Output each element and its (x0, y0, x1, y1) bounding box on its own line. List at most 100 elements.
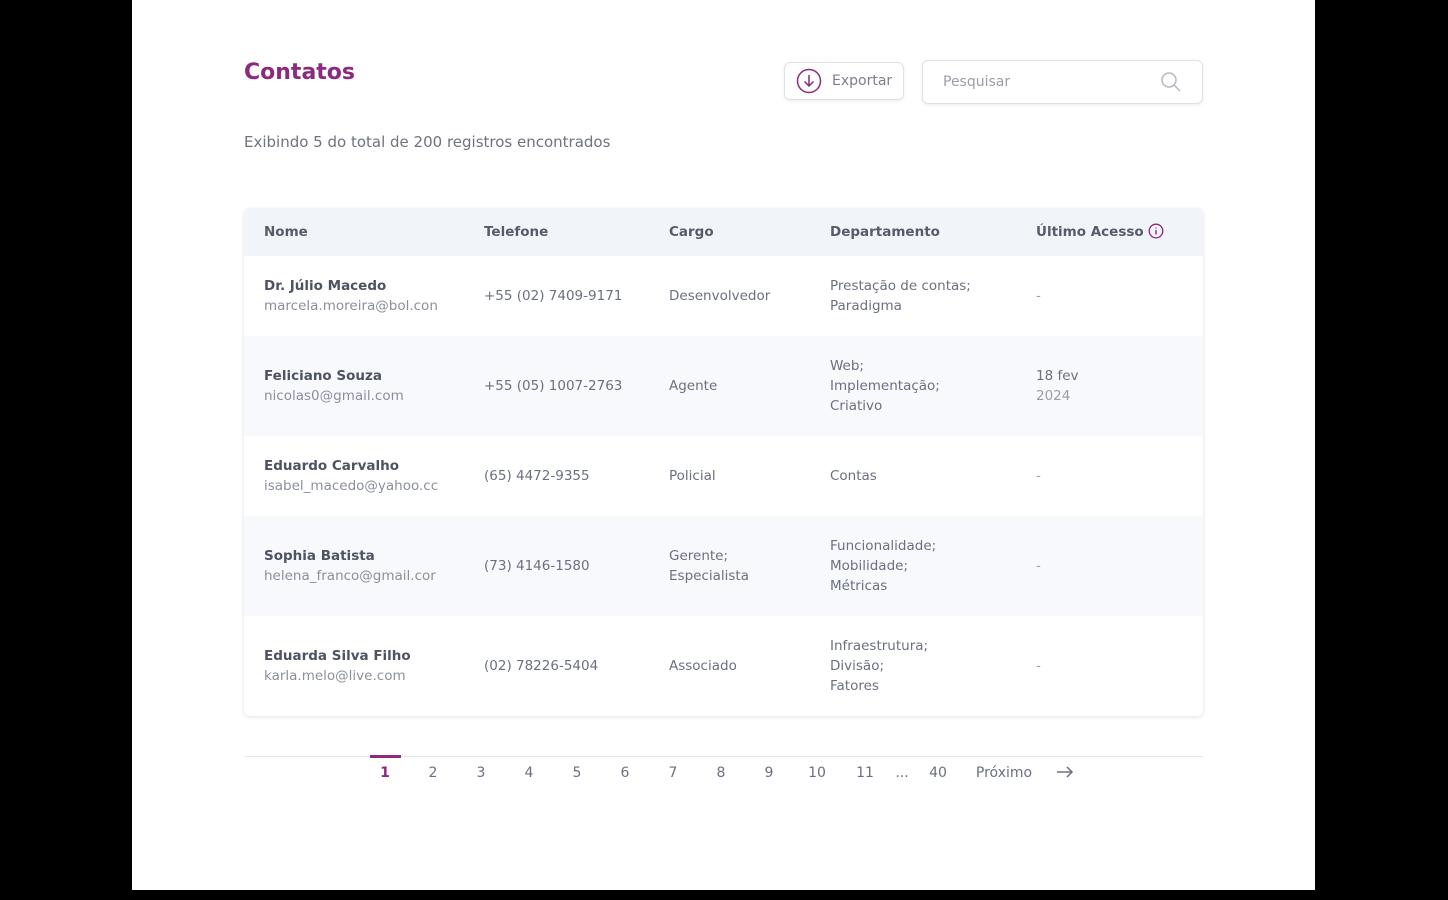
contact-name: Eduardo Carvalho (264, 458, 399, 474)
column-header: Departamento (830, 222, 940, 242)
last-access: - (1036, 558, 1041, 574)
department: Implementação; (830, 378, 940, 394)
active-page-indicator (370, 755, 401, 758)
contact-name: Eduarda Silva Filho (264, 648, 411, 664)
column-label: Cargo (669, 224, 714, 240)
department: Mobilidade; (830, 558, 908, 574)
last-access-cell: - (1036, 556, 1041, 576)
contact-email: karla.melo@live.com (264, 668, 406, 684)
phone-cell: +55 (05) 1007-2763 (484, 376, 622, 396)
info-icon[interactable] (1144, 223, 1164, 240)
page-link[interactable]: 2 (428, 765, 438, 781)
column-label: Último Acesso (1036, 224, 1144, 240)
next-arrow[interactable] (1056, 765, 1074, 783)
department-cell: Contas (830, 466, 877, 486)
column-header: Cargo (669, 222, 714, 242)
page-link[interactable]: ... (895, 765, 909, 781)
export-label: Exportar (832, 73, 893, 89)
last-access: 2024 (1036, 388, 1071, 404)
phone: +55 (05) 1007-2763 (484, 378, 623, 394)
page-link[interactable]: 7 (668, 765, 678, 781)
last-access: - (1036, 288, 1041, 304)
role: Associado (669, 658, 737, 674)
page-link[interactable]: 6 (620, 765, 630, 781)
column-label: Departamento (830, 224, 940, 240)
page-link[interactable]: 4 (524, 765, 534, 781)
contact-name: Dr. Júlio Macedo (264, 278, 387, 294)
panel: Contatos Exportar Pesquisar Exibindo 5 d… (132, 0, 1315, 890)
department: Funcionalidade; (830, 538, 937, 554)
contact-email: helena_franco@gmail.cor (264, 568, 436, 584)
table-row: Dr. Júlio Macedo marcela.moreira@bol.con +… (244, 256, 1203, 336)
department: Web; (830, 358, 864, 374)
table-header: Nome Telefone Cargo Departamento Último Aces… (244, 208, 1203, 256)
contact-name: Sophia Batista (264, 548, 375, 564)
contact-cell: Eduardo Carvalho isabel_macedo@yahoo.cc (264, 456, 446, 496)
table-row: Eduardo Carvalho isabel_macedo@yahoo.cc (6… (244, 436, 1203, 516)
phone: (73) 4146-1580 (484, 558, 590, 574)
pagination: 1 2 3 4 5 6 7 8 9 10 11... 40 Próximo (244, 755, 1203, 797)
phone-cell: (73) 4146-1580 (484, 556, 590, 576)
next-page[interactable]: Próximo (975, 765, 1033, 781)
department-cell: Infraestrutura; Divisão; Fatores (830, 636, 928, 696)
contact-cell: Dr. Júlio Macedo marcela.moreira@bol.con (264, 276, 446, 316)
department-cell: Web; Implementação; Criativo (830, 356, 940, 416)
contact-email: marcela.moreira@bol.con (264, 298, 438, 314)
department: Criativo (830, 398, 883, 414)
result-summary: Exibindo 5 do total de 200 registros enc… (244, 133, 611, 151)
contacts-table: Nome Telefone Cargo Departamento Último Aces… (244, 208, 1203, 716)
role: Agente (669, 378, 718, 394)
role: Gerente; (669, 548, 729, 564)
last-access-cell: 18 fev 2024 (1036, 366, 1079, 406)
page-link[interactable]: 9 (764, 765, 774, 781)
contact-name: Feliciano Souza (264, 368, 382, 384)
page-link[interactable]: 3 (476, 765, 486, 781)
contact-email: nicolas0@gmail.com (264, 388, 404, 404)
phone: (65) 4472-9355 (484, 468, 590, 484)
search-icon (1161, 72, 1181, 92)
department: Infraestrutura; (830, 638, 929, 654)
phone-cell: (65) 4472-9355 (484, 466, 590, 486)
column-header: Telefone (484, 222, 548, 242)
phone: +55 (02) 7409-9171 (484, 288, 623, 304)
table-row: Sophia Batista helena_franco@gmail.cor (73… (244, 516, 1203, 616)
page-link[interactable]: 5 (572, 765, 582, 781)
role-cell: Desenvolvedor (669, 286, 770, 306)
page-link[interactable]: 1 (380, 765, 390, 781)
role-cell: Policial (669, 466, 716, 486)
department: Fatores (830, 678, 879, 694)
last-access: 18 fev (1036, 368, 1079, 384)
search-placeholder: Pesquisar (943, 74, 1011, 90)
department: Divisão; (830, 658, 884, 674)
department: Métricas (830, 578, 888, 594)
page-link[interactable]: 8 (716, 765, 726, 781)
contact-cell: Sophia Batista helena_franco@gmail.cor (264, 546, 446, 586)
role: Especialista (669, 568, 749, 584)
role-cell: Associado (669, 656, 737, 676)
department: Contas (830, 468, 877, 484)
table-row: Feliciano Souza nicolas0@gmail.com +55 (05… (244, 336, 1203, 436)
role-cell: Agente (669, 376, 717, 396)
last-access: - (1036, 468, 1041, 484)
last-access-cell: - (1036, 286, 1041, 306)
table-row: Eduarda Silva Filho karla.melo@live.com (0… (244, 616, 1203, 716)
page-link[interactable]: 11 (856, 765, 874, 781)
phone: (02) 78226-5404 (484, 658, 599, 674)
column-header: Último Acesso (1036, 222, 1164, 242)
search-input[interactable]: Pesquisar (922, 60, 1203, 104)
page-title: Contatos (244, 60, 356, 85)
export-button[interactable]: Exportar (784, 62, 904, 100)
last-access: - (1036, 658, 1041, 674)
phone-cell: (02) 78226-5404 (484, 656, 598, 676)
contact-email: isabel_macedo@yahoo.cc (264, 478, 439, 494)
role-cell: Gerente; Especialista (669, 546, 749, 586)
phone-cell: +55 (02) 7409-9171 (484, 286, 622, 306)
page-link[interactable]: 10 (808, 765, 826, 781)
contact-cell: Eduarda Silva Filho karla.melo@live.com (264, 646, 446, 686)
download-icon (796, 68, 822, 94)
department-cell: Prestação de contas; Paradigma (830, 276, 971, 316)
department: Prestação de contas; (830, 278, 971, 294)
page-link[interactable]: 40 (929, 765, 947, 781)
role: Desenvolvedor (669, 288, 771, 304)
